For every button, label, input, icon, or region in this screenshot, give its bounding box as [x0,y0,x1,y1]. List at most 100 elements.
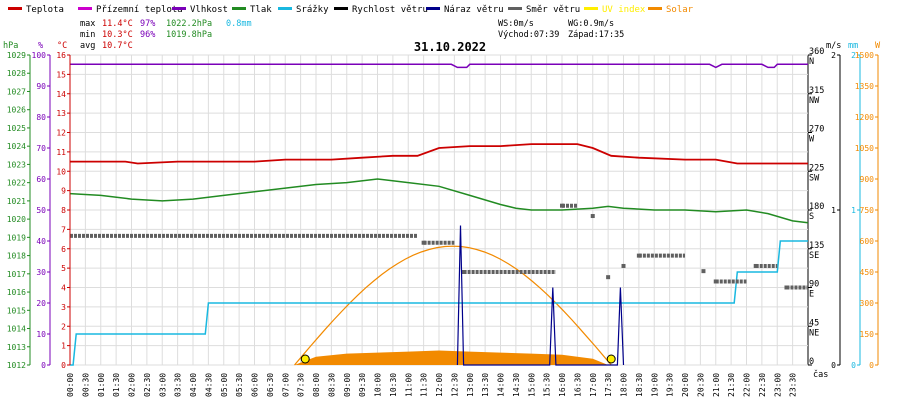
x-tick-label: 06:00 [251,373,260,397]
temperature-tick-label: 6 [61,245,66,254]
x-tick-label: 10:30 [389,373,398,397]
stats-max-label: max [80,19,95,29]
temperature-tick-label: 1 [61,342,66,351]
temperature-tick-label: 8 [61,206,66,215]
x-tick-label: 21:30 [727,373,736,397]
series-pressure-line [69,178,809,224]
temperature-tick-label: 12 [56,129,66,138]
x-tick-label: 02:30 [143,373,152,397]
pressure-tick-label: 1024 [7,142,26,151]
info-ws: WS:0m/s [498,19,534,29]
legend-item-solar: Solar [648,5,694,15]
x-tick-label: 14:30 [512,373,521,397]
x-tick-label: 08:30 [327,373,336,397]
temperature-tick-label: 14 [56,90,66,99]
stats-avg-temp: 10.7°C [102,41,133,51]
wind-direction-tick-label: 360 [809,47,824,57]
solar-tick-label: 1500 [855,51,874,60]
solar-tick-label: 750 [860,206,875,215]
axis-unit-hpa: hPa [3,41,18,51]
temperature-tick-label: 0 [61,361,66,370]
info-sunset: Západ:17:35 [568,30,624,40]
pressure-tick-label: 1020 [7,215,26,224]
humidity-tick-label: 0 [41,361,46,370]
svg-text:Náraz větru: Náraz větru [444,5,504,15]
wind-direction-tick-label: 315 [809,86,824,96]
rain-tick-label: 2 [851,51,856,60]
pressure-tick-label: 1025 [7,124,26,133]
wind-direction-tick-label: 45 [809,318,819,328]
axis-unit-mm: mm [848,41,858,51]
x-tick-label: 22:30 [758,373,767,397]
x-tick-label: 20:00 [681,373,690,397]
svg-text:Srážky: Srážky [296,5,329,15]
x-tick-label: 23:00 [773,373,782,397]
series-wind-direction-point [621,263,626,268]
grid [69,54,808,366]
series-rain-line [70,240,808,366]
temperature-tick-label: 9 [61,187,66,196]
x-tick-label: 03:30 [174,373,183,397]
temperature-tick-label: 13 [56,109,66,118]
info-wg: WG:0.9m/s [568,19,614,29]
pressure-tick-label: 1029 [7,51,26,60]
x-tick-label: 07:00 [281,373,290,397]
temperature-tick-label: 2 [61,322,66,331]
x-tick-label: 17:00 [589,373,598,397]
solar-tick-label: 450 [860,268,875,277]
x-tick-label: 11:00 [404,373,413,397]
x-tick-label: 00:00 [66,373,75,397]
wind-direction-tick-label: 270 [809,125,824,135]
wind-direction-label: SE [809,251,819,261]
svg-text:Přízemní teplota: Přízemní teplota [96,5,183,15]
svg-text:Směr větru: Směr větru [526,5,580,15]
wind-speed-tick-label: 2 [831,51,836,60]
x-tick-label: 05:30 [235,373,244,397]
pressure-tick-label: 1021 [7,197,26,206]
x-tick-label: 15:00 [527,373,536,397]
x-tick-label: 22:00 [743,373,752,397]
wind-direction-tick-label: 135 [809,241,824,251]
solar-tick-label: 1350 [855,82,874,91]
series-humidity-line [70,63,808,69]
humidity-tick-label: 60 [36,175,46,184]
pressure-tick-label: 1012 [7,361,26,370]
humidity-tick-label: 30 [36,268,46,277]
pressure-tick-label: 1028 [7,69,26,78]
solar-tick-label: 1200 [855,113,874,122]
solar-tick-label: 150 [860,330,875,339]
legend-item-rychlost-vetru: Rychlost větru [334,5,428,15]
stats-block: max 11.4°C 97% 1022.2hPa 0.8mm min 10.3°… [80,19,252,51]
stats-max-press: 1022.2hPa [166,19,212,29]
temperature-tick-label: 15 [56,70,66,79]
wind-direction-label: E [809,290,814,300]
x-tick-label: 10:00 [374,373,383,397]
rain-tick-label: 1 [851,206,856,215]
series-solar-area [294,350,609,365]
legend-item-smer-vetru: Směr větru [508,5,580,15]
axis-unit-pct: % [38,41,43,51]
pressure-tick-label: 1023 [7,160,26,169]
x-tick-label: 23:30 [789,373,798,397]
series-temperature-line [70,143,808,165]
wind-speed-tick-label: 1 [831,206,836,215]
legend-item-teplota: Teplota [8,5,64,15]
x-tick-label: 09:00 [343,373,352,397]
pressure-tick-label: 1018 [7,252,26,261]
pressure-tick-label: 1022 [7,179,26,188]
x-tick-label: 11:30 [420,373,429,397]
wind-direction-tick-label: 90 [809,280,819,290]
pressure-tick-label: 1014 [7,325,26,334]
wind-sun-info: WS:0m/s WG:0.9m/s Východ:07:39 Západ:17:… [498,19,624,40]
x-tick-label: 14:00 [497,373,506,397]
legend-item-srazky: Srážky [278,5,329,15]
axis-unit-w: W [875,41,881,51]
x-tick-label: 21:00 [712,373,721,397]
x-tick-label: 12:00 [435,373,444,397]
solar-tick-label: 0 [869,361,874,370]
x-tick-label: 19:00 [650,373,659,397]
x-tick-label: 15:30 [543,373,552,397]
series-layer [69,63,809,366]
series-wind-gust-line [456,225,625,366]
